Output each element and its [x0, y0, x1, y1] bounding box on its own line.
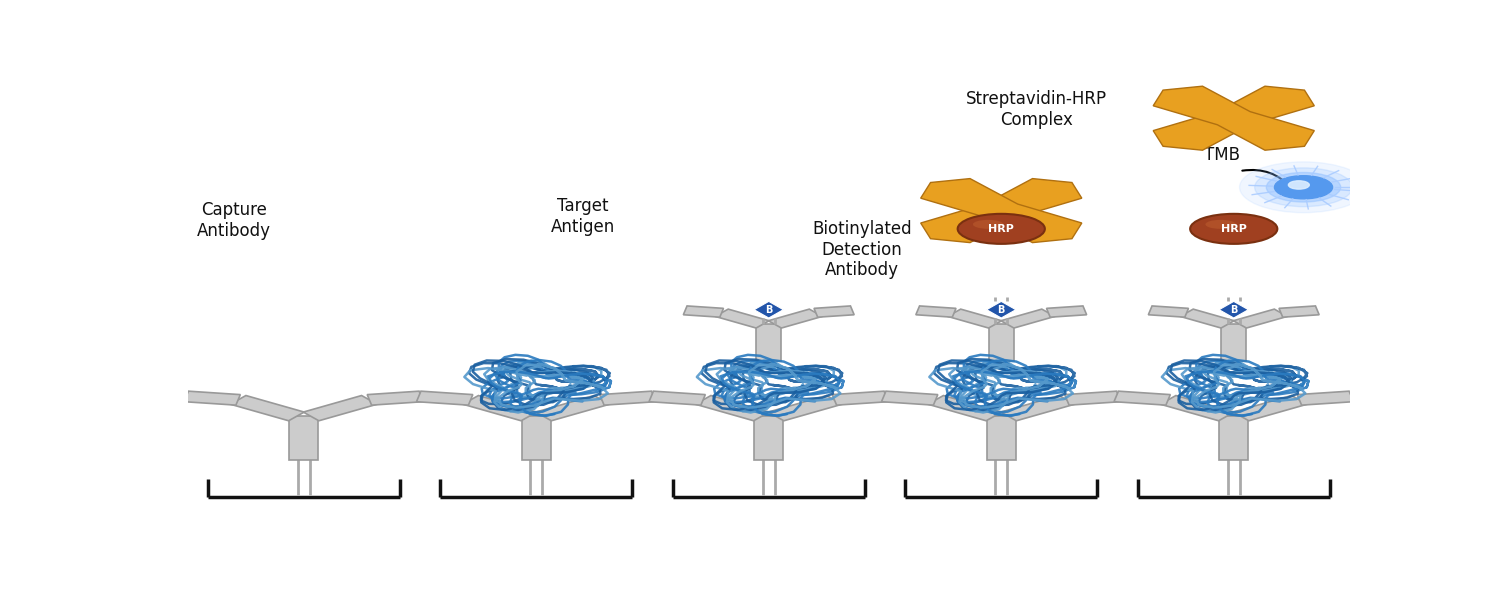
Polygon shape [988, 325, 1014, 361]
Text: A: A [996, 259, 1006, 272]
Circle shape [1266, 172, 1341, 202]
Polygon shape [1233, 395, 1306, 421]
Polygon shape [1220, 416, 1248, 460]
Polygon shape [368, 391, 423, 405]
Polygon shape [768, 309, 822, 328]
Text: Biotinylated
Detection
Antibody: Biotinylated Detection Antibody [812, 220, 912, 280]
Polygon shape [882, 391, 938, 405]
Polygon shape [756, 325, 782, 361]
Polygon shape [1065, 391, 1120, 405]
Text: Capture
Antibody: Capture Antibody [196, 202, 272, 240]
Polygon shape [1221, 325, 1246, 361]
Circle shape [1239, 162, 1368, 212]
Polygon shape [417, 391, 472, 405]
Polygon shape [948, 309, 1002, 328]
Polygon shape [536, 395, 609, 421]
Polygon shape [522, 416, 550, 460]
Ellipse shape [1206, 220, 1236, 229]
Polygon shape [696, 395, 770, 421]
Polygon shape [921, 179, 1082, 242]
Polygon shape [290, 416, 318, 460]
Ellipse shape [957, 214, 1046, 244]
Polygon shape [184, 391, 240, 405]
Text: HRP: HRP [988, 224, 1014, 234]
Polygon shape [650, 391, 705, 405]
Text: Streptavidin-HRP
Complex: Streptavidin-HRP Complex [966, 91, 1107, 129]
Polygon shape [754, 416, 783, 460]
Text: B: B [998, 305, 1005, 314]
Polygon shape [754, 301, 783, 318]
Circle shape [1254, 168, 1353, 206]
Polygon shape [1154, 86, 1314, 150]
Polygon shape [600, 391, 656, 405]
Polygon shape [1000, 309, 1054, 328]
Polygon shape [1114, 391, 1170, 405]
Text: Target
Antigen: Target Antigen [550, 197, 615, 236]
Polygon shape [1154, 86, 1314, 150]
Text: B: B [765, 305, 772, 314]
Polygon shape [987, 416, 1016, 460]
Text: TMB: TMB [1204, 146, 1240, 164]
Polygon shape [1220, 301, 1248, 318]
Polygon shape [684, 306, 723, 317]
Text: B: B [1230, 305, 1238, 314]
Polygon shape [231, 395, 304, 421]
Polygon shape [1149, 306, 1188, 317]
Polygon shape [1233, 309, 1287, 328]
Polygon shape [833, 391, 888, 405]
Polygon shape [716, 309, 770, 328]
Polygon shape [1000, 395, 1074, 421]
Polygon shape [928, 395, 1002, 421]
Ellipse shape [974, 220, 1004, 229]
Polygon shape [921, 179, 1082, 242]
Polygon shape [815, 306, 854, 317]
Polygon shape [916, 306, 956, 317]
Text: A: A [1228, 259, 1239, 272]
Circle shape [1275, 176, 1332, 199]
Polygon shape [303, 395, 376, 421]
Polygon shape [1298, 391, 1353, 405]
Text: HRP: HRP [1221, 224, 1246, 234]
Polygon shape [1047, 306, 1086, 317]
Circle shape [1288, 181, 1310, 189]
Polygon shape [1280, 306, 1318, 317]
Polygon shape [1180, 309, 1234, 328]
Polygon shape [768, 395, 842, 421]
Polygon shape [464, 395, 537, 421]
Ellipse shape [1190, 214, 1278, 244]
Polygon shape [987, 301, 1016, 318]
Polygon shape [1161, 395, 1234, 421]
